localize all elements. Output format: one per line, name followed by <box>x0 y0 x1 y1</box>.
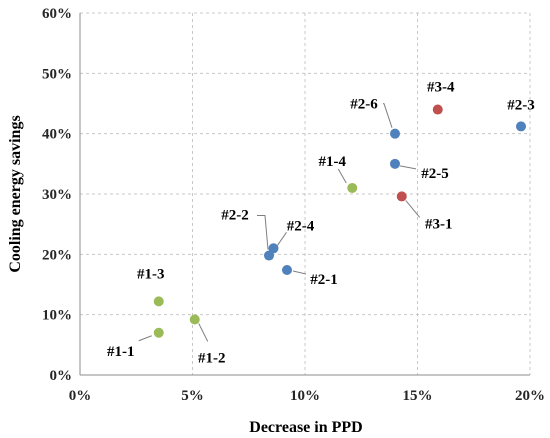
y-tick-label: 10% <box>42 308 72 324</box>
label-p2-2: #2-2 <box>221 208 249 224</box>
y-tick-label: 20% <box>42 247 72 263</box>
leader-line-p2-6 <box>383 103 393 128</box>
leader-line-p1-4 <box>337 168 347 184</box>
x-tick-label: 0% <box>69 388 92 404</box>
point-p2-1 <box>282 265 292 276</box>
point-p3-1 <box>396 191 407 202</box>
y-tick-label: 40% <box>42 127 72 143</box>
leader-line-p2-4 <box>277 232 287 246</box>
y-axis-label: Cooling energy savings <box>7 115 24 272</box>
x-tick-label: 15% <box>403 388 433 404</box>
y-tick-label: 50% <box>42 66 72 82</box>
point-p2-3 <box>516 121 526 132</box>
label-p3-1: #3-1 <box>425 216 453 232</box>
y-tick-label: 30% <box>42 187 72 203</box>
point-p2-6 <box>390 128 400 139</box>
point-p1-2 <box>189 314 200 325</box>
label-p2-1: #2-1 <box>310 272 338 288</box>
leader-lines <box>138 103 421 342</box>
y-tick-label: 0% <box>50 368 73 384</box>
leader-line-p3-1 <box>405 200 421 218</box>
point-p2-2 <box>264 250 274 261</box>
label-p1-1: #1-1 <box>107 344 135 360</box>
x-tick-label: 20% <box>515 388 545 404</box>
label-p3-4: #3-4 <box>427 80 455 96</box>
y-tick-label: 60% <box>42 6 72 22</box>
label-p2-4: #2-4 <box>287 218 315 234</box>
point-labels: #1-1 #1-2 #1-3 #1-4 #2-1 #2-2 #2-3 #2-4 #2-5 #2-6… <box>107 80 535 367</box>
point-p1-3 <box>153 296 164 307</box>
x-tick-label: 5% <box>181 388 204 404</box>
label-p1-4: #1-4 <box>319 154 347 170</box>
point-p1-4 <box>347 182 358 193</box>
grid <box>80 12 531 375</box>
x-tick-label: 10% <box>290 388 320 404</box>
label-p2-3: #2-3 <box>507 97 535 113</box>
point-p1-1 <box>153 327 164 338</box>
point-p2-4 <box>268 243 279 254</box>
x-axis-label: Decrease in PPD <box>249 419 362 436</box>
data-points <box>153 104 526 338</box>
leader-line-p2-1 <box>292 270 307 275</box>
tick-labels: 0% 10% 20% 30% 40% 50% 60% 0% 5% 10% 15% 20% <box>42 6 545 404</box>
point-p3-4 <box>432 104 443 115</box>
label-p1-2: #1-2 <box>198 350 226 366</box>
leader-line-p2-5 <box>399 165 417 170</box>
label-p1-3: #1-3 <box>137 266 165 282</box>
leader-line-p2-2 <box>257 215 269 250</box>
label-p2-6: #2-6 <box>350 97 378 113</box>
axes <box>79 13 530 376</box>
leader-line-p1-2 <box>198 323 209 342</box>
point-p2-5 <box>390 158 400 169</box>
label-p2-5: #2-5 <box>421 166 449 182</box>
leader-line-p1-1 <box>138 335 152 342</box>
